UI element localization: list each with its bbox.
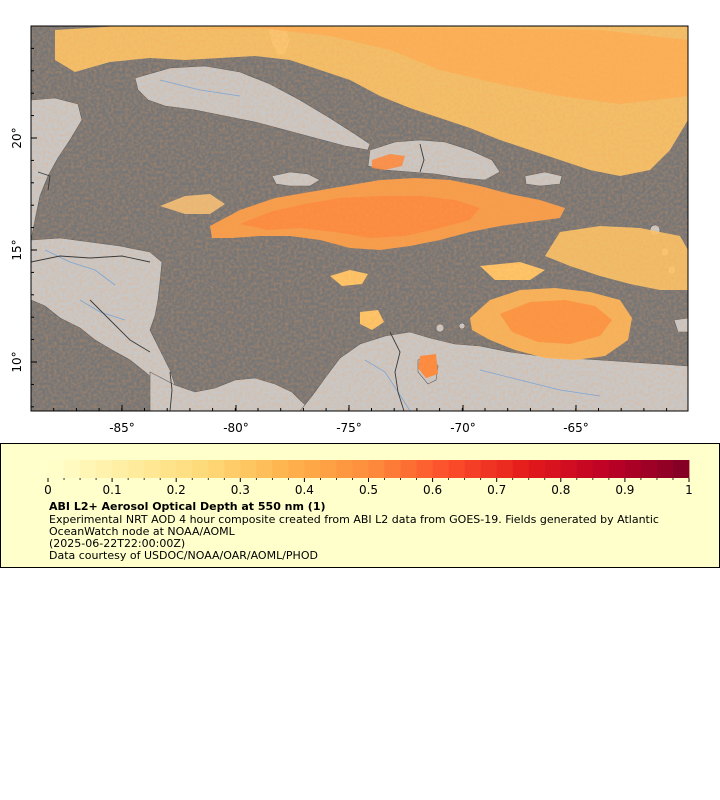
x-axis-ticks: -85° -80° -75° -70° -65° [109, 421, 589, 435]
x-tick-label: -75° [336, 421, 362, 435]
colorbar-tick-label: 0.4 [295, 483, 314, 497]
colorbar-segment [464, 460, 482, 478]
colorbar-segment [480, 460, 498, 478]
colorbar-segment [400, 460, 417, 478]
colorbar-segment [608, 460, 626, 478]
colorbar-segment [288, 460, 305, 478]
colorbar-segment [656, 460, 674, 478]
colorbar-segment [208, 460, 225, 478]
colorbar-segment [192, 460, 209, 478]
colorbar-segment [272, 460, 289, 478]
colorbar-segment [592, 460, 610, 478]
colorbar-segment [352, 460, 369, 478]
colorbar-segment [160, 460, 177, 478]
colorbar-segment [432, 460, 450, 478]
colorbar-tick-label: 0.6 [423, 483, 442, 497]
colorbar-segment [224, 460, 241, 478]
colorbar-segment [384, 460, 401, 478]
borders [31, 143, 425, 411]
colorbar-segment [144, 460, 161, 478]
legend-description: Experimental NRT AOD 4 hour composite cr… [49, 513, 659, 526]
colorbar-segment [112, 460, 129, 478]
colorbar-segment [640, 460, 658, 478]
aod-map: -85° -80° -75° -70° -65° 20° 15° 10° [10, 25, 689, 435]
y-tick-label: 20° [10, 127, 24, 148]
colorbar-tick-label: 0.1 [103, 483, 122, 497]
x-tick-label: -70° [450, 421, 476, 435]
map-frame [30, 25, 689, 412]
colorbar-segment [496, 460, 514, 478]
colorbar-segment [48, 460, 65, 478]
y-axis-ticks: 20° 15° 10° [10, 127, 24, 372]
colorbar-segment [96, 460, 113, 478]
x-tick-label: -80° [223, 421, 249, 435]
colorbar-segment [80, 460, 97, 478]
legend-panel: 0 0.1 0.2 0.3 0.4 0.5 0.6 0.7 0.8 0.9 1 ABI L2+ Ae… [0, 443, 720, 568]
colorbar-segment [448, 460, 466, 478]
legend-description-continued: OceanWatch node at NOAA/AOML [49, 525, 235, 538]
y-tick-label: 10° [10, 351, 24, 372]
colorbar-segment [176, 460, 193, 478]
colorbar-segment [576, 460, 594, 478]
aerosol-field [31, 26, 688, 411]
colorbar: 0 0.1 0.2 0.3 0.4 0.5 0.6 0.7 0.8 0.9 1 [44, 460, 693, 497]
colorbar-segment [528, 460, 546, 478]
colorbar-segment [320, 460, 337, 478]
colorbar-tick-label: 1 [685, 483, 693, 497]
legend-title: ABI L2+ Aerosol Optical Depth at 550 nm … [49, 500, 326, 513]
x-tick-label: -85° [109, 421, 135, 435]
y-tick-label: 15° [10, 239, 24, 260]
x-tick-label: -65° [563, 421, 589, 435]
colorbar-tick-label: 0.9 [615, 483, 634, 497]
colorbar-segment [672, 460, 690, 478]
colorbar-tick-label: 0.3 [231, 483, 250, 497]
colorbar-segment [512, 460, 530, 478]
legend-timestamp: (2025-06-22T22:00:00Z) [49, 537, 186, 550]
colorbar-segment [560, 460, 578, 478]
colorbar-tick-label: 0.5 [359, 483, 378, 497]
colorbar-segment [128, 460, 145, 478]
colorbar-segment [304, 460, 321, 478]
colorbar-tick-label: 0 [44, 483, 52, 497]
colorbar-tick-label: 0.2 [167, 483, 186, 497]
colorbar-segment [544, 460, 562, 478]
rivers [44, 79, 601, 411]
colorbar-segment [416, 460, 433, 478]
colorbar-segment [256, 460, 273, 478]
colorbar-segment [336, 460, 353, 478]
colorbar-tick-label: 0.8 [551, 483, 570, 497]
colorbar-segment [64, 460, 81, 478]
colorbar-segment [240, 460, 257, 478]
legend-credit: Data courtesy of USDOC/NOAA/OAR/AOML/PHO… [49, 549, 318, 562]
colorbar-segment [368, 460, 385, 478]
colorbar-segment [624, 460, 642, 478]
colorbar-tick-label: 0.7 [487, 483, 506, 497]
